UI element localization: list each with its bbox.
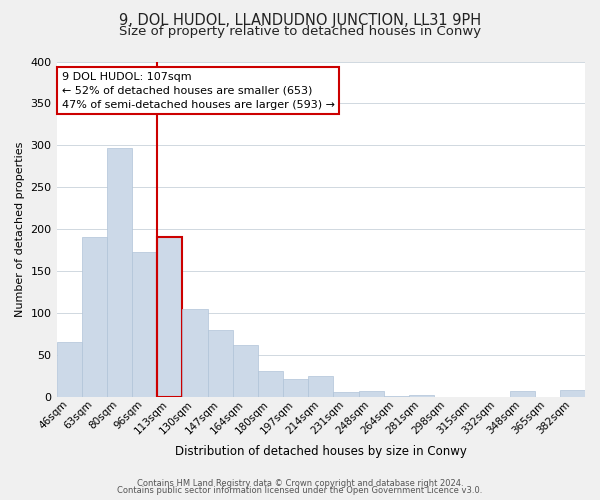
Bar bbox=[82, 238, 107, 396]
Bar bbox=[107, 148, 132, 396]
Bar bbox=[283, 379, 308, 396]
Bar bbox=[258, 372, 283, 396]
Y-axis label: Number of detached properties: Number of detached properties bbox=[15, 142, 25, 316]
Text: Contains public sector information licensed under the Open Government Licence v3: Contains public sector information licen… bbox=[118, 486, 482, 495]
Bar bbox=[409, 395, 434, 396]
Bar bbox=[308, 376, 334, 396]
X-axis label: Distribution of detached houses by size in Conwy: Distribution of detached houses by size … bbox=[175, 444, 467, 458]
Bar bbox=[509, 390, 535, 396]
Bar bbox=[182, 308, 208, 396]
Bar bbox=[359, 390, 383, 396]
Bar bbox=[560, 390, 585, 396]
Bar bbox=[233, 344, 258, 397]
Text: Size of property relative to detached houses in Conwy: Size of property relative to detached ho… bbox=[119, 25, 481, 38]
Bar bbox=[132, 252, 157, 396]
Text: 9, DOL HUDOL, LLANDUDNO JUNCTION, LL31 9PH: 9, DOL HUDOL, LLANDUDNO JUNCTION, LL31 9… bbox=[119, 12, 481, 28]
Bar bbox=[334, 392, 359, 396]
Bar bbox=[208, 330, 233, 396]
Text: 9 DOL HUDOL: 107sqm
← 52% of detached houses are smaller (653)
47% of semi-detac: 9 DOL HUDOL: 107sqm ← 52% of detached ho… bbox=[62, 72, 335, 110]
Bar bbox=[56, 342, 82, 396]
Text: Contains HM Land Registry data © Crown copyright and database right 2024.: Contains HM Land Registry data © Crown c… bbox=[137, 478, 463, 488]
Bar bbox=[157, 238, 182, 396]
